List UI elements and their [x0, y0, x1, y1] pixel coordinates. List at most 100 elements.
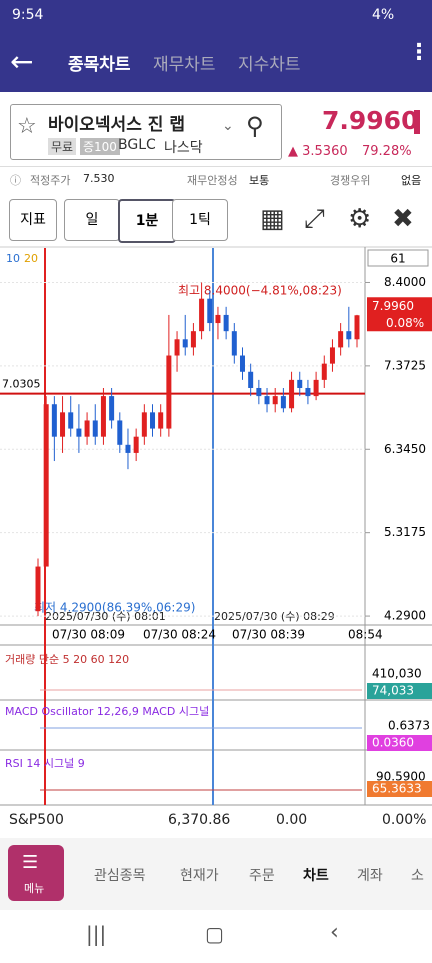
info-value: 7.530 — [83, 172, 115, 185]
candle-body — [289, 379, 295, 409]
candle-body — [133, 436, 139, 453]
current-change: 0.08% — [386, 316, 424, 330]
candle-body — [313, 379, 319, 397]
candle-body — [264, 396, 270, 405]
layout-icon[interactable]: ▦ — [260, 204, 285, 234]
tool-button[interactable]: 일 — [64, 199, 120, 241]
x-tick-label: 07/30 08:24 — [143, 628, 216, 642]
sys-home[interactable]: ▢ — [205, 922, 224, 946]
nav-item[interactable]: 현재가 — [180, 868, 219, 884]
nav-item[interactable]: 관심종목 — [94, 868, 146, 884]
sys-back[interactable]: ‹ — [330, 920, 339, 945]
tab[interactable]: 지수차트 — [238, 55, 301, 75]
back-button[interactable]: ← — [10, 45, 34, 78]
indicator-badge — [367, 735, 432, 751]
candle-body — [272, 396, 278, 405]
menu-icon: ☰ — [22, 852, 39, 873]
candle-body — [182, 339, 188, 348]
indicator-current: 74,033 — [372, 684, 414, 698]
settings-icon[interactable]: ⚙ — [348, 204, 372, 234]
more-button[interactable]: ⋮ — [408, 40, 430, 65]
candle-body — [68, 412, 74, 429]
star-icon[interactable]: ☆ — [17, 114, 37, 139]
candle-body — [280, 396, 286, 409]
nav-item[interactable]: 차트 — [303, 868, 329, 884]
nav-item[interactable]: 계좌 — [357, 868, 383, 884]
high-note: 최고 8.4000(−4.81%,08:23) — [178, 284, 342, 298]
tab[interactable]: 재무차트 — [153, 55, 216, 75]
current-price: 7.9960 — [372, 299, 414, 313]
expand-icon[interactable]: ⤢ — [304, 204, 325, 234]
zoom-box[interactable] — [367, 249, 429, 267]
x-tick-label: 08:54 — [348, 628, 383, 642]
zoom-value: 61 — [390, 252, 405, 266]
change-pct: 79.28% — [362, 144, 412, 159]
candle-body — [117, 420, 123, 445]
x-tick-label: 07/30 08:39 — [232, 628, 305, 642]
candle-body — [60, 412, 66, 437]
x-tick-label: 07/30 08:09 — [52, 628, 125, 642]
index-name: S&P500 — [9, 812, 64, 828]
indicator-current: 0.0360 — [372, 736, 414, 750]
candle-body — [256, 387, 262, 397]
nav-item[interactable]: 소 — [411, 868, 424, 884]
stock-box[interactable] — [10, 104, 282, 160]
y-tick-label: 5.3175 — [384, 525, 426, 539]
candle-body — [199, 298, 205, 332]
candle-body — [190, 331, 196, 348]
price-bar — [414, 110, 420, 134]
candle-body — [158, 412, 164, 429]
tool-button[interactable]: 지표 — [9, 199, 57, 241]
info-label: 경쟁우위 — [330, 174, 371, 187]
search-icon[interactable]: ⚲ — [246, 112, 264, 140]
price: 7.9960 — [322, 106, 419, 135]
bottom-nav — [0, 838, 432, 910]
price-line-label: 7.0305 — [2, 378, 41, 391]
market: 나스닥 — [164, 140, 203, 156]
tab[interactable]: 종목차트 — [68, 55, 131, 75]
sys-recent[interactable]: ||| — [86, 922, 107, 946]
tools-icon[interactable]: ✖ — [392, 204, 414, 234]
candle-body — [174, 339, 180, 356]
info-value: 보통 — [249, 174, 270, 187]
info-label: 적정주가 — [30, 174, 71, 187]
info-label: 재무안정성 — [187, 174, 238, 187]
candle-body — [92, 420, 98, 437]
change: ▲ 3.5360 — [288, 144, 348, 159]
candle-body — [321, 363, 327, 380]
cursor-time: 2025/07/30 (수) 08:29 — [214, 610, 335, 623]
candle-body — [231, 331, 237, 356]
candle-body — [346, 331, 352, 340]
indicator-title: RSI 14 시그널 9 — [5, 757, 85, 770]
candle-body — [109, 396, 115, 421]
candle-body — [215, 314, 221, 324]
status-battery: 4% — [372, 7, 395, 23]
stock-name: 바이오넥서스 진 랩 — [48, 115, 185, 135]
candle-body — [125, 444, 131, 453]
y-tick-label: 4.2900 — [384, 609, 426, 623]
help-icon[interactable]: ⓘ — [10, 174, 21, 187]
tool-button[interactable]: 1틱 — [172, 199, 228, 241]
candle-body — [100, 396, 106, 437]
y-tick-label: 8.4000 — [384, 275, 426, 289]
candle-body — [141, 412, 147, 437]
indicator-title: 거래량 단순 5 20 60 120 — [5, 653, 129, 666]
menu-button[interactable] — [8, 845, 64, 901]
low-note: 최저 4.2900(86.39%,06:29) — [34, 601, 195, 615]
tag: 무료 — [48, 138, 77, 155]
candle-body — [207, 298, 213, 324]
candle-body — [84, 420, 90, 437]
ticker: BGLC — [118, 137, 156, 153]
candle-body — [35, 566, 41, 612]
candle-body — [338, 331, 344, 348]
ma-legend: 10 — [6, 252, 20, 265]
current-price-box — [367, 297, 432, 332]
candle-body — [166, 355, 172, 429]
menu-label: 메뉴 — [24, 882, 45, 895]
info-value: 없음 — [401, 174, 422, 187]
nav-item[interactable]: 주문 — [249, 868, 275, 884]
indicator-max: 410,030 — [372, 667, 422, 681]
dropdown[interactable]: ⌄ — [222, 118, 234, 134]
